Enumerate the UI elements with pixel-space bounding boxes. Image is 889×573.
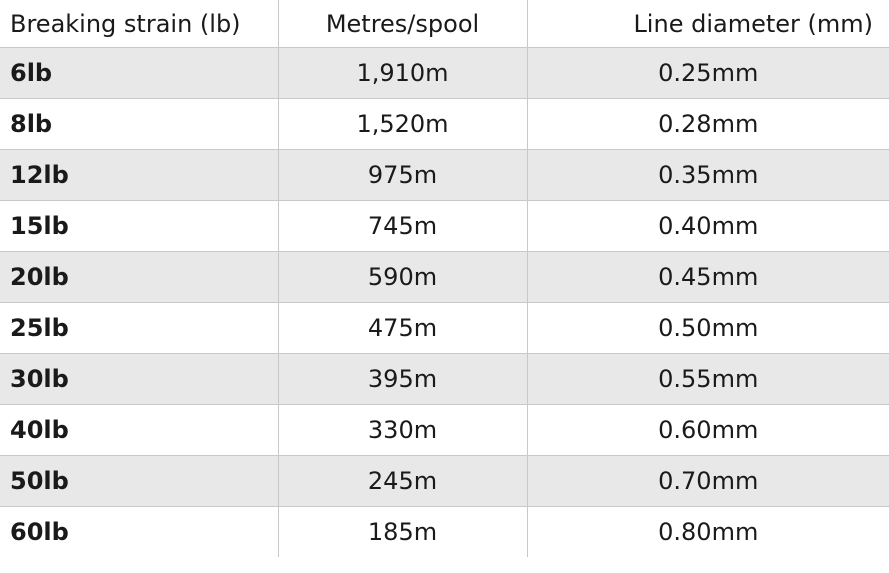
- table-cell: 0.80mm: [526, 506, 889, 557]
- table-cell: 245m: [277, 455, 527, 507]
- table-cell: 8lb: [0, 98, 278, 150]
- table-row: 6lb 1,910m 0.25mm: [0, 47, 889, 99]
- table-cell: 745m: [277, 200, 527, 252]
- header-row: Breaking strain (lb) Metres/spool Line dia…: [0, 0, 889, 48]
- table-cell: 395m: [277, 353, 527, 405]
- table-cell: 30lb: [0, 353, 278, 405]
- table-cell: 0.35mm: [526, 149, 889, 201]
- table-cell: 12lb: [0, 149, 278, 201]
- table-cell: 1,520m: [277, 98, 527, 150]
- table-cell: 40lb: [0, 404, 278, 456]
- table-row: 60lb 185m 0.80mm: [0, 506, 889, 557]
- header-cell: Metres/spool: [277, 0, 527, 48]
- table-cell: 0.40mm: [526, 200, 889, 252]
- table-cell: 975m: [277, 149, 527, 201]
- table-cell: 60lb: [10, 518, 69, 546]
- table-row: 30lb 395m 0.55mm: [0, 353, 889, 405]
- table-row: 20lb 590m 0.45mm: [0, 251, 889, 303]
- table-cell: 0.60mm: [526, 404, 889, 456]
- table-cell: 0.45mm: [526, 251, 889, 303]
- table-cell: 475m: [277, 302, 527, 354]
- table-cell: 330m: [277, 404, 527, 456]
- table-cell: 0.28mm: [526, 98, 889, 150]
- table-cell: 0.50mm: [526, 302, 889, 354]
- table-row: 12lb 975m 0.35mm: [0, 149, 889, 201]
- table-row: 40lb 330m 0.60mm: [0, 404, 889, 456]
- spec-table: Breaking strain (lb) Metres/spool Line dia…: [0, 0, 889, 557]
- table-row: 8lb 1,520m 0.28mm: [0, 98, 889, 150]
- table-cell: 20lb: [0, 251, 278, 303]
- table-row: 25lb 475m 0.50mm: [0, 302, 889, 354]
- table-cell: 0.55mm: [526, 353, 889, 405]
- table-cell: 0.70mm: [526, 455, 889, 507]
- table-cell: 50lb: [0, 455, 278, 507]
- table-cell: 15lb: [0, 200, 278, 252]
- table-cell: 1,910m: [277, 47, 527, 99]
- header-cell: Breaking strain (lb): [0, 0, 278, 48]
- table-row: 15lb 745m 0.40mm: [0, 200, 889, 252]
- table-cell: 25lb: [0, 302, 278, 354]
- table-cell: 590m: [277, 251, 527, 303]
- header-cell: Line diameter (mm): [526, 0, 889, 48]
- table-cell: 185m: [277, 506, 527, 557]
- table-cell: 0.25mm: [526, 47, 889, 99]
- table-row: 50lb 245m 0.70mm: [0, 455, 889, 507]
- table-cell: 6lb: [0, 47, 278, 99]
